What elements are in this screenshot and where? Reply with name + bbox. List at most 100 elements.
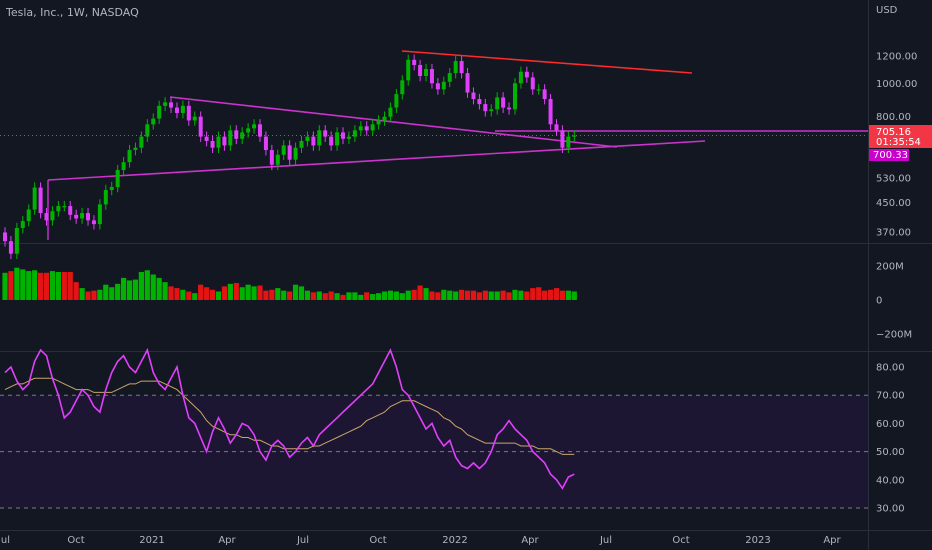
volume-bar — [381, 291, 388, 300]
volume-bar — [239, 287, 245, 300]
volume-bar — [370, 294, 376, 300]
volume-bar — [215, 291, 222, 300]
candle-body — [489, 109, 494, 112]
volume-bar — [32, 270, 38, 300]
upper-trendline[interactable] — [169, 96, 618, 148]
candle-body — [269, 150, 274, 165]
candle-body — [364, 126, 369, 131]
volume-bar — [340, 294, 346, 300]
candle-body — [68, 206, 73, 215]
candle-body — [216, 136, 221, 148]
rsi-tick-label: 80.00 — [876, 363, 905, 374]
level-price-tag[interactable]: 700.33 — [869, 149, 909, 161]
rsi-axis[interactable]: 80.00 70.00 60.00 50.00 40.00 30.00 — [876, 363, 905, 515]
time-tick-label: Oct — [67, 535, 84, 546]
candle-body — [352, 130, 357, 137]
candle-body — [441, 81, 446, 90]
candle-body — [14, 228, 19, 254]
candles[interactable] — [3, 54, 577, 260]
price-pane[interactable] — [0, 0, 868, 243]
time-axis[interactable]: Jul Oct 2021 Apr Jul Oct 2022 Apr Jul Oct 2023 Apr — [0, 535, 842, 546]
candle-body — [281, 145, 286, 155]
candle-body — [86, 213, 91, 221]
trendlines[interactable] — [47, 50, 868, 240]
candle-body — [275, 154, 280, 165]
candle-body — [169, 102, 174, 108]
candle-body — [358, 126, 363, 131]
candle-body — [311, 136, 316, 146]
lower-trendline[interactable] — [47, 140, 706, 181]
candle-body — [429, 69, 434, 84]
candle-body — [44, 213, 49, 221]
candle-body — [536, 89, 541, 91]
volume-bar — [405, 290, 411, 300]
candle-body — [228, 130, 233, 146]
rsi-tick-label: 40.00 — [876, 475, 905, 486]
volume-axis[interactable]: 200M 0 −200M — [876, 262, 912, 341]
volume-bar — [257, 285, 263, 300]
candle-body — [263, 136, 268, 151]
candle-body — [435, 83, 440, 90]
volume-bar — [559, 290, 566, 300]
candle-body — [287, 145, 292, 160]
volume-bar — [447, 290, 453, 300]
candle-body — [394, 94, 399, 108]
candle-body — [103, 189, 108, 205]
volume-bar — [547, 289, 554, 300]
candle-body — [341, 132, 346, 139]
currency-label: USD — [876, 5, 898, 16]
volume-bar — [518, 290, 524, 300]
volume-bar — [227, 283, 233, 300]
candle-body — [346, 136, 351, 139]
volume-bar — [565, 290, 571, 300]
countdown-value: 01:35:54 — [876, 137, 921, 148]
volume-bars[interactable] — [2, 267, 577, 300]
candle-body — [554, 124, 559, 131]
volume-bar — [536, 287, 542, 300]
candle-body — [560, 130, 565, 148]
volume-bar — [435, 292, 441, 300]
price-axis[interactable]: 1200.00 1000.00 800.00 530.00 450.00 370.00 — [876, 52, 917, 239]
volume-bar — [37, 272, 44, 300]
volume-bar — [512, 289, 518, 300]
volume-bar — [506, 292, 512, 300]
candle-body — [501, 97, 506, 108]
candle-body — [388, 107, 393, 117]
candle-body — [20, 221, 25, 229]
candle-body — [459, 61, 464, 74]
volume-bar — [287, 291, 293, 300]
candle-body — [186, 105, 191, 121]
volume-bar — [55, 271, 61, 300]
rsi-line[interactable] — [4, 347, 575, 490]
candle-body — [530, 77, 535, 90]
volume-tick-label: −200M — [876, 330, 912, 341]
resistance-line[interactable] — [401, 50, 693, 74]
candle-body — [198, 116, 203, 137]
candle-body — [400, 80, 405, 95]
time-tick-label: 2022 — [442, 535, 467, 546]
candle-body — [139, 136, 144, 148]
level-price-value: 700.33 — [873, 150, 908, 161]
candle-body — [192, 116, 197, 121]
rsi-tick-label: 30.00 — [876, 504, 905, 515]
volume-bar — [162, 282, 168, 300]
candle-body — [91, 220, 96, 225]
last-price-tag[interactable]: 705.16 01:35:54 — [869, 125, 932, 148]
volume-bar — [198, 284, 204, 300]
volume-bar — [79, 288, 85, 300]
candle-body — [512, 83, 517, 110]
candle-body — [317, 130, 322, 146]
volume-bar — [393, 291, 399, 300]
volume-bar — [387, 290, 394, 300]
rsi-ma-line[interactable] — [4, 377, 575, 455]
rsi-levels — [0, 394, 868, 509]
volume-bar — [453, 291, 459, 300]
candle-body — [145, 124, 150, 137]
candle-body — [56, 206, 61, 212]
volume-bar — [411, 289, 417, 300]
volume-bar — [488, 291, 494, 300]
candle-body — [376, 120, 381, 125]
volume-bar — [441, 289, 447, 300]
volume-bar — [144, 270, 150, 300]
